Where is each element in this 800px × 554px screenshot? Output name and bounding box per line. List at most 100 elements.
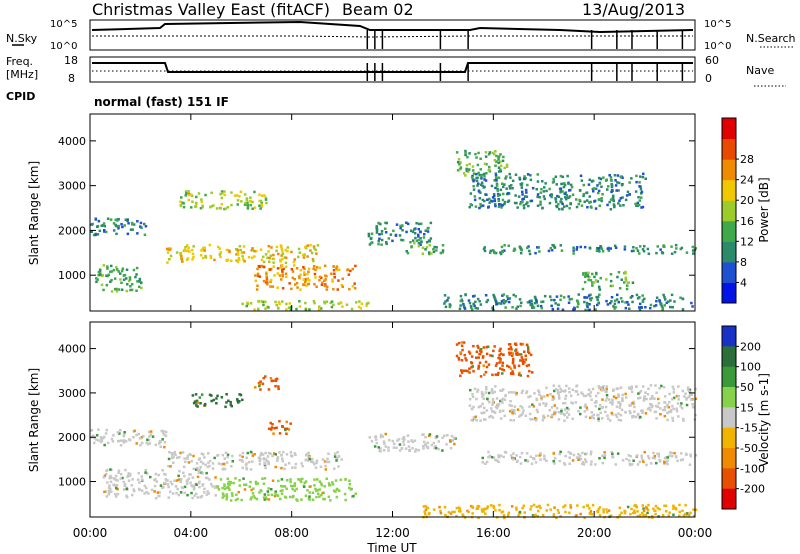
heatmap-cell — [589, 279, 593, 282]
heatmap-cell — [475, 176, 478, 180]
heatmap-cell — [501, 250, 505, 254]
heatmap-cell — [491, 397, 495, 401]
heatmap-cell — [237, 490, 240, 494]
heatmap-cell — [628, 459, 631, 462]
heatmap-cell — [281, 270, 284, 273]
heatmap-cell — [615, 387, 619, 390]
heatmap-cell — [597, 285, 601, 289]
heatmap-cell — [316, 478, 319, 481]
heatmap-cell — [568, 456, 571, 459]
heatmap-cell — [606, 414, 609, 417]
heatmap-cell — [429, 237, 433, 240]
heatmap-cell — [568, 189, 571, 192]
heatmap-cell — [225, 248, 229, 252]
heatmap-cell — [99, 272, 102, 275]
heatmap-cell — [640, 192, 643, 195]
xlabel: Time UT — [366, 541, 417, 554]
heatmap-cell — [594, 187, 598, 190]
heatmap-cell — [571, 388, 574, 392]
heatmap-cell — [461, 300, 464, 303]
heatmap-cell — [494, 298, 497, 301]
heatmap-cell — [559, 187, 563, 190]
heatmap-cell — [499, 168, 502, 171]
heatmap-cell — [245, 198, 249, 202]
heatmap-cell — [487, 363, 491, 366]
heatmap-cell — [545, 189, 548, 193]
heatmap-cell — [682, 419, 685, 422]
heatmap-cell — [494, 458, 497, 462]
heatmap-cell — [499, 358, 502, 361]
heatmap-cell — [497, 170, 501, 173]
heatmap-cell — [293, 489, 297, 492]
heatmap-cell — [203, 246, 206, 249]
heatmap-cell — [541, 513, 545, 517]
heatmap-cell — [311, 258, 315, 261]
heatmap-cell — [660, 384, 663, 388]
heatmap-cell — [284, 261, 288, 265]
heatmap-cell — [352, 494, 355, 498]
heatmap-cell — [529, 353, 533, 357]
heatmap-cell — [512, 357, 515, 361]
heatmap-cell — [578, 189, 582, 192]
heatmap-cell — [226, 206, 230, 209]
heatmap-cell — [535, 408, 539, 412]
heatmap-cell — [629, 387, 633, 391]
heatmap-cell — [220, 396, 224, 399]
heatmap-cell — [223, 487, 227, 491]
heatmap-cell — [617, 300, 620, 304]
heatmap-cell — [503, 414, 506, 418]
heatmap-cell — [688, 395, 691, 399]
heatmap-cell — [596, 280, 600, 283]
heatmap-cell — [631, 463, 634, 466]
heatmap-cell — [138, 488, 141, 491]
heatmap-cell — [215, 402, 218, 405]
heatmap-cell — [621, 196, 624, 199]
heatmap-cell — [186, 457, 189, 460]
heatmap-cell — [474, 306, 477, 310]
heatmap-cell — [153, 484, 157, 488]
heatmap-cell — [638, 396, 642, 399]
heatmap-cell — [512, 452, 515, 455]
heatmap-cell — [238, 454, 242, 457]
heatmap-cell — [384, 227, 387, 230]
heatmap-cell — [674, 243, 678, 247]
heatmap-cell — [565, 411, 569, 414]
heatmap-cell — [316, 489, 320, 492]
heatmap-cell — [535, 299, 538, 303]
heatmap-cell — [300, 498, 303, 501]
heatmap-cell — [460, 359, 464, 362]
heatmap-cell — [494, 300, 498, 303]
heatmap-cell — [220, 196, 223, 200]
heatmap-cell — [501, 372, 504, 375]
colorbar-swatch — [722, 159, 736, 181]
heatmap-cell — [292, 494, 295, 498]
heatmap-cell — [276, 286, 279, 289]
heatmap-cell — [460, 371, 464, 374]
heatmap-cell — [130, 484, 134, 487]
heatmap-cell — [584, 273, 588, 276]
heatmap-cell — [426, 446, 430, 450]
heatmap-cell — [692, 508, 695, 511]
heatmap-cell — [464, 369, 468, 372]
heatmap-cell — [564, 408, 567, 411]
heatmap-cell — [619, 197, 623, 200]
heatmap-cell — [338, 268, 341, 271]
heatmap-cell — [643, 245, 646, 248]
x-tick-label: 04:00 — [174, 526, 209, 540]
heatmap-cell — [479, 419, 482, 422]
heatmap-cell — [669, 299, 672, 302]
heatmap-cell — [584, 458, 587, 461]
heatmap-cell — [494, 175, 498, 179]
heatmap-cell — [103, 230, 106, 233]
heatmap-cell — [103, 474, 107, 477]
heatmap-cell — [641, 248, 645, 251]
heatmap-cell — [619, 402, 622, 405]
heatmap-cell — [520, 186, 524, 189]
heatmap-cell — [329, 301, 332, 305]
heatmap-cell — [131, 478, 134, 481]
heatmap-cell — [482, 510, 485, 513]
heatmap-cell — [583, 410, 586, 413]
heatmap-cell — [475, 397, 478, 401]
heatmap-cell — [592, 190, 595, 193]
heatmap-cell — [542, 414, 545, 417]
